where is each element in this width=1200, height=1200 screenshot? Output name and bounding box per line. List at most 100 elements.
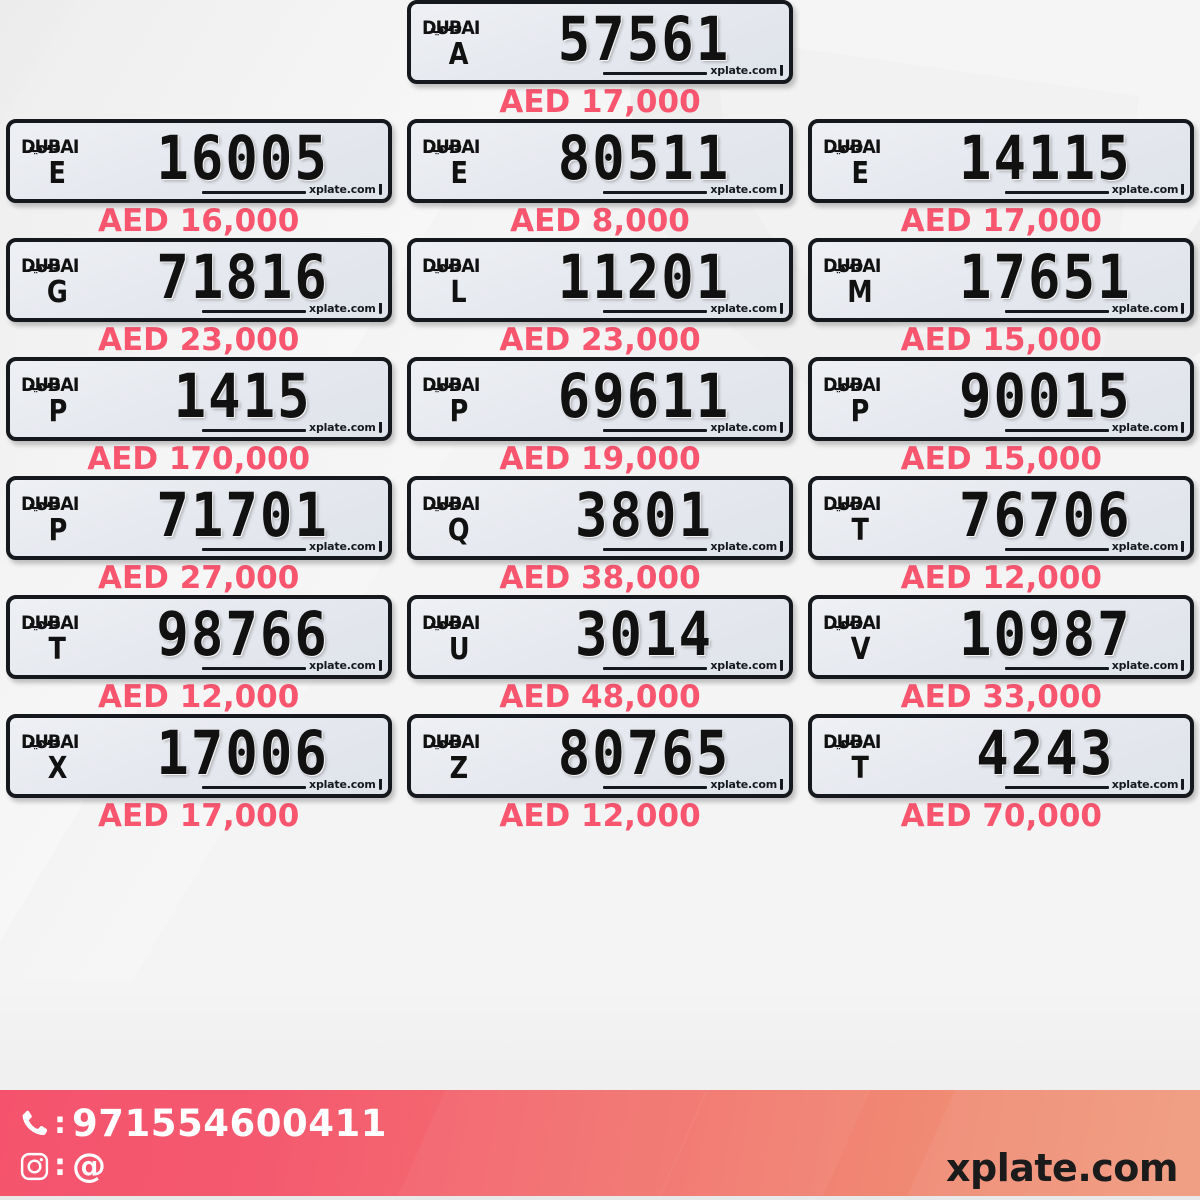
plate-price: AED 8,000: [510, 203, 690, 239]
plate-code-letter: X: [47, 750, 68, 786]
dubai-arabic-text: دبي: [831, 372, 864, 393]
license-plate[interactable]: DUBAI دبي X 17006 xplate.com: [5, 714, 392, 798]
dubai-arabic-text: دبي: [831, 134, 864, 155]
dubai-wordmark: DUBAI دبي: [823, 492, 897, 515]
plate-number: 11201: [557, 241, 731, 313]
dubai-latin-text: DUBAI: [20, 492, 79, 515]
plate-card[interactable]: DUBAI دبي E 16005 xplate.com AED 16,000: [4, 119, 393, 238]
license-plate[interactable]: DUBAI دبي E 80511 xplate.com: [406, 119, 793, 203]
plate-emblem: DUBAI دبي L: [411, 242, 507, 318]
license-plate[interactable]: DUBAI دبي G 71816 xplate.com: [5, 238, 392, 322]
plate-card[interactable]: DUBAI دبي Q 3801 xplate.com AED 38,000: [405, 476, 794, 595]
plate-card[interactable]: DUBAI دبي L 11201 xplate.com AED 23,000: [405, 238, 794, 357]
plate-card[interactable]: DUBAI دبي A 57561 xplate.com AED 17,000: [405, 0, 795, 119]
plate-card[interactable]: DUBAI دبي E 14115 xplate.com AED 17,000: [807, 119, 1196, 238]
plate-price: AED 15,000: [900, 322, 1102, 358]
phone-icon: [16, 1106, 52, 1142]
dubai-wordmark: DUBAI دبي: [20, 492, 95, 515]
license-plate[interactable]: DUBAI دبي T 4243 xplate.com: [808, 714, 1195, 798]
dubai-latin-text: DUBAI: [20, 611, 79, 634]
plate-price: AED 48,000: [499, 679, 701, 715]
license-plate[interactable]: DUBAI دبي M 17651 xplate.com: [808, 238, 1195, 322]
plate-card[interactable]: DUBAI دبي P 1415 xplate.com AED 170,000: [4, 357, 393, 476]
license-plate[interactable]: DUBAI دبي P 71701 xplate.com: [5, 476, 392, 560]
dubai-latin-text: DUBAI: [823, 254, 881, 277]
instagram-separator: :: [54, 1148, 66, 1183]
plate-number: 4243: [976, 717, 1115, 789]
plate-emblem: DUBAI دبي E: [411, 123, 507, 199]
plate-code-letter: T: [851, 512, 870, 548]
license-plate[interactable]: DUBAI دبي T 98766 xplate.com: [5, 595, 392, 679]
license-plate[interactable]: DUBAI دبي T 76706 xplate.com: [808, 476, 1195, 560]
plate-price: AED 23,000: [98, 322, 300, 358]
plate-price: AED 12,000: [900, 560, 1102, 596]
plate-emblem: DUBAI دبي P: [10, 480, 106, 556]
plate-number: 3014: [574, 598, 713, 670]
dubai-arabic-text: دبي: [429, 372, 463, 393]
plate-number: 69611: [557, 360, 731, 432]
plate-card[interactable]: DUBAI دبي T 4243 xplate.com AED 70,000: [807, 714, 1196, 833]
plate-row: DUBAI دبي P 71701 xplate.com AED 27,000 DUBAI د…: [0, 476, 1200, 595]
plate-card[interactable]: DUBAI دبي T 98766 xplate.com AED 12,000: [4, 595, 393, 714]
footer-brand[interactable]: xplate.com: [946, 1146, 1178, 1190]
plate-emblem: DUBAI دبي Z: [411, 718, 507, 794]
plate-card[interactable]: DUBAI دبي P 71701 xplate.com AED 27,000: [4, 476, 393, 595]
plate-card[interactable]: DUBAI دبي T 76706 xplate.com AED 12,000: [807, 476, 1196, 595]
plate-code-letter: E: [450, 155, 468, 191]
license-plate[interactable]: DUBAI دبي P 69611 xplate.com: [406, 357, 793, 441]
license-plate[interactable]: DUBAI دبي P 1415 xplate.com: [5, 357, 392, 441]
license-plate[interactable]: DUBAI دبي V 10987 xplate.com: [808, 595, 1195, 679]
plate-number: 80511: [557, 122, 731, 194]
plate-emblem: DUBAI دبي T: [10, 599, 106, 675]
contact-instagram-line[interactable]: : @: [16, 1146, 387, 1186]
dubai-latin-text: DUBAI: [421, 730, 480, 753]
plate-card[interactable]: DUBAI دبي V 10987 xplate.com AED 33,000: [807, 595, 1196, 714]
license-plate[interactable]: DUBAI دبي U 3014 xplate.com: [406, 595, 793, 679]
plate-number: 71701: [156, 479, 329, 551]
plate-card[interactable]: DUBAI دبي G 71816 xplate.com AED 23,000: [4, 238, 393, 357]
license-plate[interactable]: DUBAI دبي L 11201 xplate.com: [406, 238, 793, 322]
dubai-arabic-text: دبي: [831, 491, 864, 512]
plate-card[interactable]: DUBAI دبي E 80511 xplate.com AED 8,000: [405, 119, 794, 238]
license-plate[interactable]: DUBAI دبي Z 80765 xplate.com: [406, 714, 793, 798]
plate-price: AED 16,000: [98, 203, 300, 239]
plate-row: DUBAI دبي G 71816 xplate.com AED 23,000 DUBAI د…: [0, 238, 1200, 357]
license-plate[interactable]: DUBAI دبي E 14115 xplate.com: [808, 119, 1195, 203]
plate-emblem: DUBAI دبي V: [812, 599, 908, 675]
instagram-icon: [16, 1148, 52, 1184]
plate-emblem: DUBAI دبي X: [10, 718, 106, 794]
plate-price: AED 70,000: [900, 798, 1102, 834]
dubai-arabic-text: دبي: [429, 491, 463, 512]
plate-code-letter: P: [850, 393, 870, 429]
plate-card[interactable]: DUBAI دبي M 17651 xplate.com AED 15,000: [807, 238, 1196, 357]
license-plate[interactable]: DUBAI دبي Q 3801 xplate.com: [406, 476, 793, 560]
license-plate[interactable]: DUBAI دبي E 16005 xplate.com: [5, 119, 392, 203]
plate-emblem: DUBAI دبي P: [10, 361, 106, 437]
plate-card[interactable]: DUBAI دبي U 3014 xplate.com AED 48,000: [405, 595, 794, 714]
dubai-wordmark: DUBAI دبي: [823, 135, 897, 158]
plate-card[interactable]: DUBAI دبي P 69611 xplate.com AED 19,000: [405, 357, 794, 476]
dubai-wordmark: DUBAI دبي: [823, 611, 897, 634]
dubai-wordmark: DUBAI دبي: [20, 611, 95, 634]
plate-code-letter: U: [448, 631, 470, 667]
plate-price: AED 12,000: [98, 679, 300, 715]
plate-card[interactable]: DUBAI دبي X 17006 xplate.com AED 17,000: [4, 714, 393, 833]
plate-emblem: DUBAI دبي M: [812, 242, 908, 318]
plate-code-letter: P: [48, 393, 68, 429]
dubai-arabic-text: دبي: [429, 610, 463, 631]
dubai-wordmark: DUBAI دبي: [422, 373, 496, 396]
dubai-wordmark: DUBAI دبي: [823, 254, 897, 277]
plate-code-letter: L: [450, 274, 468, 310]
dubai-latin-text: DUBAI: [823, 730, 881, 753]
license-plate[interactable]: DUBAI دبي P 90015 xplate.com: [808, 357, 1195, 441]
plate-price: AED 19,000: [499, 441, 701, 477]
dubai-wordmark: DUBAI دبي: [422, 135, 496, 158]
plate-card[interactable]: DUBAI دبي Z 80765 xplate.com AED 12,000: [405, 714, 794, 833]
dubai-latin-text: DUBAI: [422, 16, 480, 39]
plate-emblem: DUBAI دبي T: [812, 718, 908, 794]
contact-phone-line[interactable]: : 971554600411: [16, 1104, 387, 1144]
license-plate[interactable]: DUBAI دبي A 57561 xplate.com: [407, 0, 793, 84]
plate-price: AED 23,000: [499, 322, 701, 358]
plate-card[interactable]: DUBAI دبي P 90015 xplate.com AED 15,000: [807, 357, 1196, 476]
bottom-trim: [0, 1196, 1200, 1200]
